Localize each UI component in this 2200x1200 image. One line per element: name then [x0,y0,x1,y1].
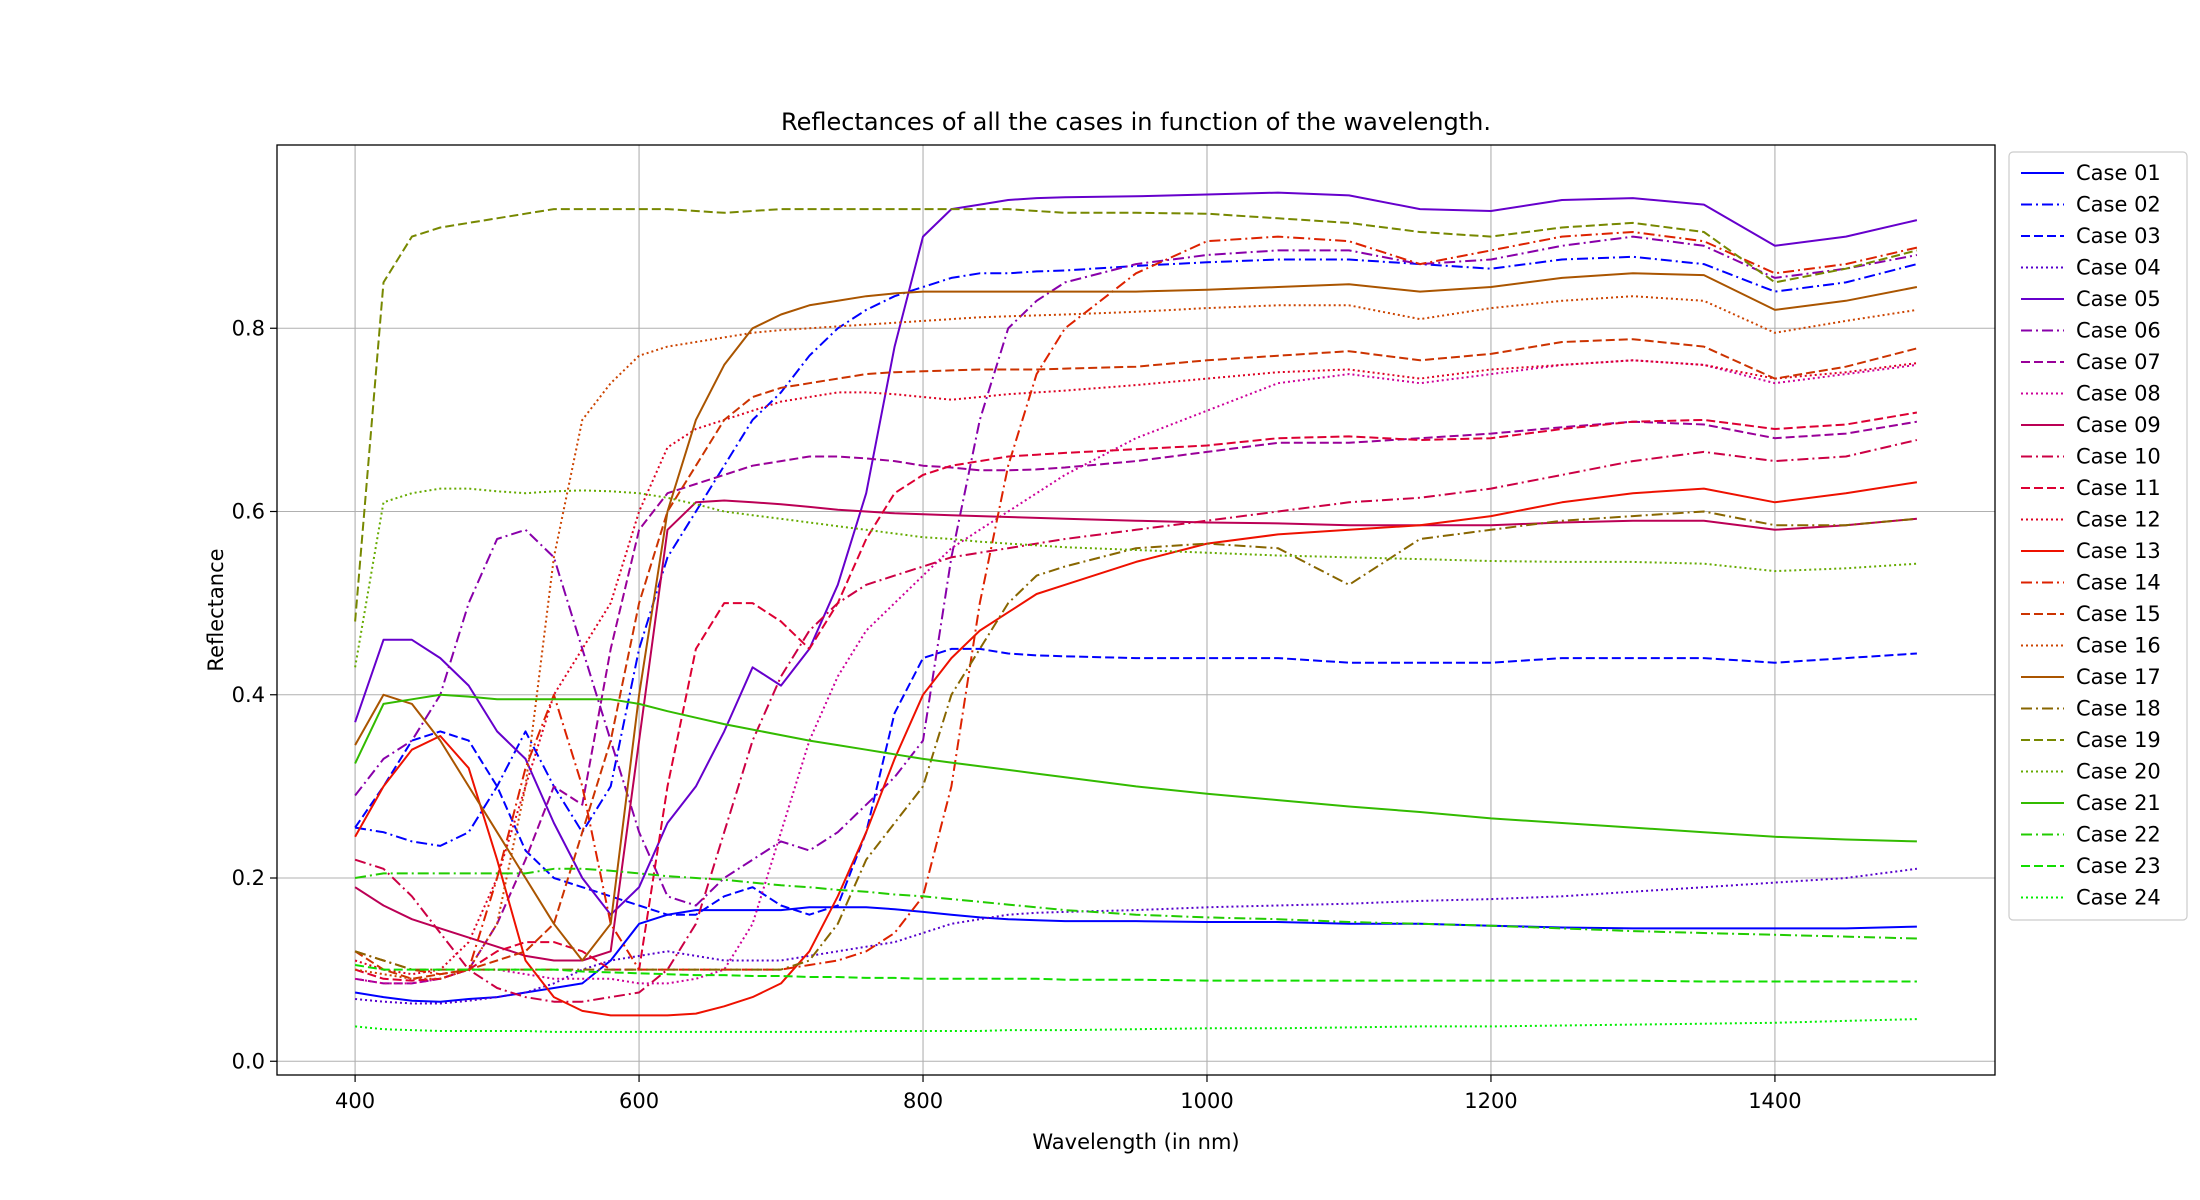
legend-label: Case 06 [2076,319,2161,343]
y-axis: 0.0 0.2 0.4 0.6 0.8 [232,316,277,1073]
y-tick-label: 0.4 [232,683,265,707]
series-line-case-03 [354,647,1917,916]
legend-label: Case 09 [2076,413,2161,437]
legend-box [2008,151,2188,921]
series-line-case-15 [354,338,1918,980]
series-line-case-20 [354,487,1917,668]
x-tick-label: 1400 [1748,1089,1801,1113]
series-lines [354,191,1918,1033]
legend-label: Case 19 [2076,728,2161,752]
legend-label: Case 16 [2076,634,2161,658]
legend-label: Case 17 [2076,665,2161,689]
legend-label: Case 20 [2076,760,2161,784]
series-line-case-06 [354,235,1918,907]
legend-label: Case 24 [2076,886,2161,910]
legend-label: Case 12 [2076,508,2161,532]
x-tick-label: 800 [903,1089,943,1113]
x-axis: 400 600 800 1000 1200 1400 [335,1075,1802,1113]
series-line-case-22 [354,867,1917,940]
legend: Case 01 Case 02 Case 03 Case 04 Case 05 Case … [2008,151,2188,921]
series-line-case-07 [354,420,1918,985]
legend-label: Case 08 [2076,382,2161,406]
series-line-case-10 [354,439,1918,1003]
legend-label: Case 03 [2076,224,2161,248]
y-tick-label: 0.2 [232,866,265,890]
series-line-case-12 [354,359,1918,976]
x-tick-label: 1000 [1180,1089,1233,1113]
series-line-case-21 [354,693,1917,843]
series-line-case-16 [354,295,1918,980]
legend-label: Case 02 [2076,193,2161,217]
series-line-case-02 [354,255,1918,847]
y-axis-label: Reflectance [204,548,228,671]
legend-label: Case 23 [2076,854,2161,878]
legend-label: Case 13 [2076,539,2161,563]
legend-label: Case 01 [2076,161,2161,185]
series-line-case-19 [354,208,1918,622]
series-line-case-04 [355,867,1918,1005]
series-line-case-23 [354,964,1917,983]
legend-label: Case 14 [2076,571,2161,595]
y-tick-label: 0.0 [232,1049,265,1073]
y-tick-label: 0.6 [232,500,265,524]
legend-label: Case 10 [2076,445,2161,469]
series-line-case-24 [355,1018,1917,1033]
x-tick-label: 400 [335,1089,375,1113]
legend-label: Case 07 [2076,350,2161,374]
plot-frame [276,144,1996,1076]
legend-label: Case 04 [2076,256,2161,280]
legend-label: Case 22 [2076,823,2161,847]
x-tick-label: 1200 [1464,1089,1517,1113]
legend-label: Case 21 [2076,791,2161,815]
series-line-case-11 [354,411,1918,982]
y-tick-label: 0.8 [232,316,265,340]
x-axis-label: Wavelength (in nm) [1032,1130,1239,1154]
legend-label: Case 05 [2076,287,2161,311]
chart-title: Reflectances of all the cases in functio… [781,108,1491,136]
legend-label: Case 15 [2076,602,2161,626]
x-tick-label: 600 [619,1089,659,1113]
legend-label: Case 18 [2076,697,2161,721]
series-line-case-17 [354,272,1918,962]
series-line-case-09 [354,499,1917,962]
series-line-case-13 [354,481,1918,1017]
legend-label: Case 11 [2076,476,2161,500]
